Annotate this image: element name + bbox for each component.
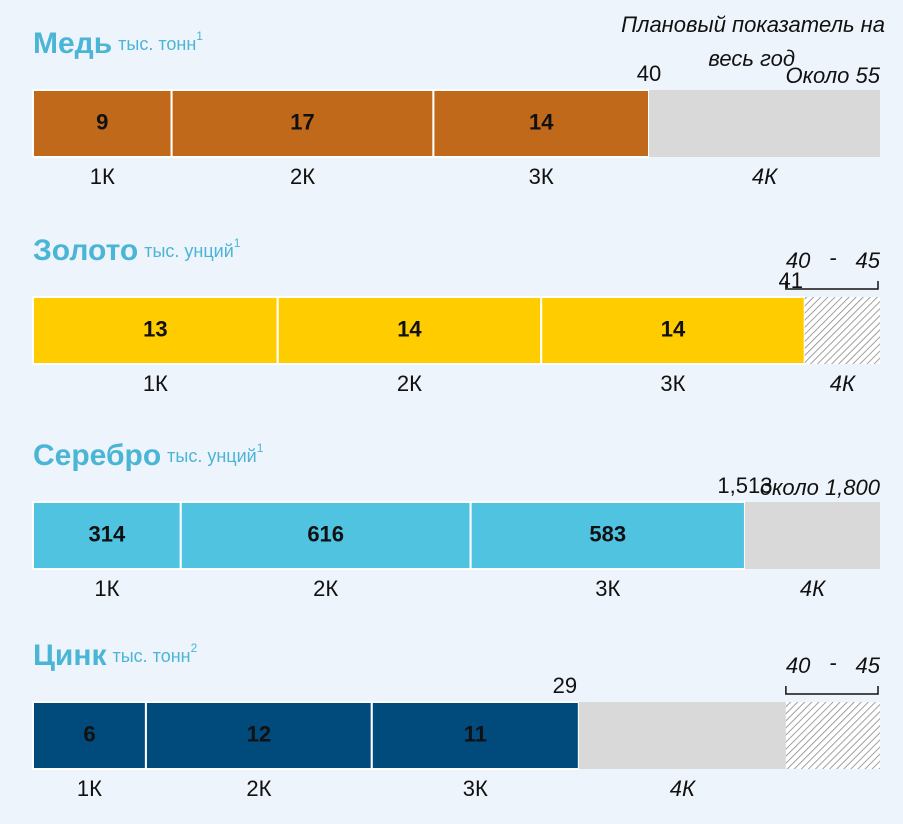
value-label: 14 xyxy=(397,316,422,341)
target-label: Около 55 xyxy=(786,63,881,88)
total-label: 40 xyxy=(637,61,661,86)
value-label: 12 xyxy=(247,721,271,746)
bar-segment xyxy=(432,89,650,158)
unit: тыс. унций xyxy=(144,241,234,261)
chart-title: Медь тыс. тонн1 xyxy=(33,27,203,60)
total-label: 41 xyxy=(778,268,802,293)
value-label: 9 xyxy=(96,109,108,134)
range-low: 40 xyxy=(786,653,811,678)
title: Серебро xyxy=(33,439,161,472)
category-label: 2К xyxy=(397,371,422,396)
bar-segment xyxy=(469,501,746,570)
range-bracket xyxy=(785,281,879,290)
range-separator: - xyxy=(829,650,836,675)
unit: тыс. унций xyxy=(167,446,257,466)
header-note: весь год xyxy=(708,46,795,71)
category-label: 1К xyxy=(143,371,168,396)
bar-segment xyxy=(540,296,806,365)
value-label: 616 xyxy=(307,521,344,546)
category-label: 1К xyxy=(94,576,119,601)
value-label: 13 xyxy=(143,316,167,341)
target-range xyxy=(785,702,880,769)
unit: тыс. тонн xyxy=(118,34,196,54)
category-label: 2К xyxy=(313,576,338,601)
range-separator: - xyxy=(829,245,836,270)
unit: тыс. тонн xyxy=(113,646,191,666)
bar-segment xyxy=(370,701,580,770)
chart-title: Цинк тыс. тонн2 xyxy=(33,639,198,672)
bar-segment xyxy=(144,701,373,770)
category-label: 3К xyxy=(595,576,620,601)
footnote: 1 xyxy=(196,29,203,43)
category-label: 4К xyxy=(800,576,826,601)
header-note: Плановый показатель на xyxy=(621,12,885,37)
footnote: 1 xyxy=(257,441,264,455)
chart-title: Серебро тыс. унций1 xyxy=(33,439,264,472)
value-label: 6 xyxy=(83,721,95,746)
category-label: 4К xyxy=(752,164,778,189)
value-label: 14 xyxy=(661,316,686,341)
category-label: 4К xyxy=(670,776,696,801)
range-low: 40 xyxy=(786,248,811,273)
category-label: 3К xyxy=(463,776,488,801)
category-label: 2К xyxy=(246,776,271,801)
bar-segment xyxy=(170,89,435,158)
remaining xyxy=(649,90,880,157)
bar-segment xyxy=(32,701,147,770)
category-label: 2К xyxy=(290,164,315,189)
range-bracket xyxy=(785,686,879,695)
title: Медь xyxy=(33,27,112,60)
remaining xyxy=(578,702,786,769)
value-label: 11 xyxy=(464,721,487,746)
category-label: 4К xyxy=(830,371,856,396)
total-label: 1,513 xyxy=(717,473,772,498)
bar-segment xyxy=(32,89,173,158)
range-high: 45 xyxy=(856,653,881,678)
total-label: 29 xyxy=(553,673,577,698)
category-label: 1К xyxy=(90,164,115,189)
target-label: около 1,800 xyxy=(760,475,881,500)
category-label: 3К xyxy=(529,164,554,189)
category-label: 3К xyxy=(660,371,685,396)
target-range xyxy=(804,297,880,364)
value-label: 17 xyxy=(290,109,314,134)
range-high: 45 xyxy=(856,248,881,273)
footnote: 2 xyxy=(191,641,198,655)
remaining xyxy=(744,502,880,569)
bar-segment xyxy=(276,296,543,365)
value-label: 583 xyxy=(589,521,626,546)
category-label: 1К xyxy=(77,776,102,801)
title: Цинк xyxy=(33,639,107,672)
value-label: 314 xyxy=(89,521,126,546)
title: Золото xyxy=(33,234,138,267)
footnote: 1 xyxy=(234,236,241,250)
value-label: 14 xyxy=(529,109,554,134)
chart-title: Золото тыс. унций1 xyxy=(33,234,241,267)
